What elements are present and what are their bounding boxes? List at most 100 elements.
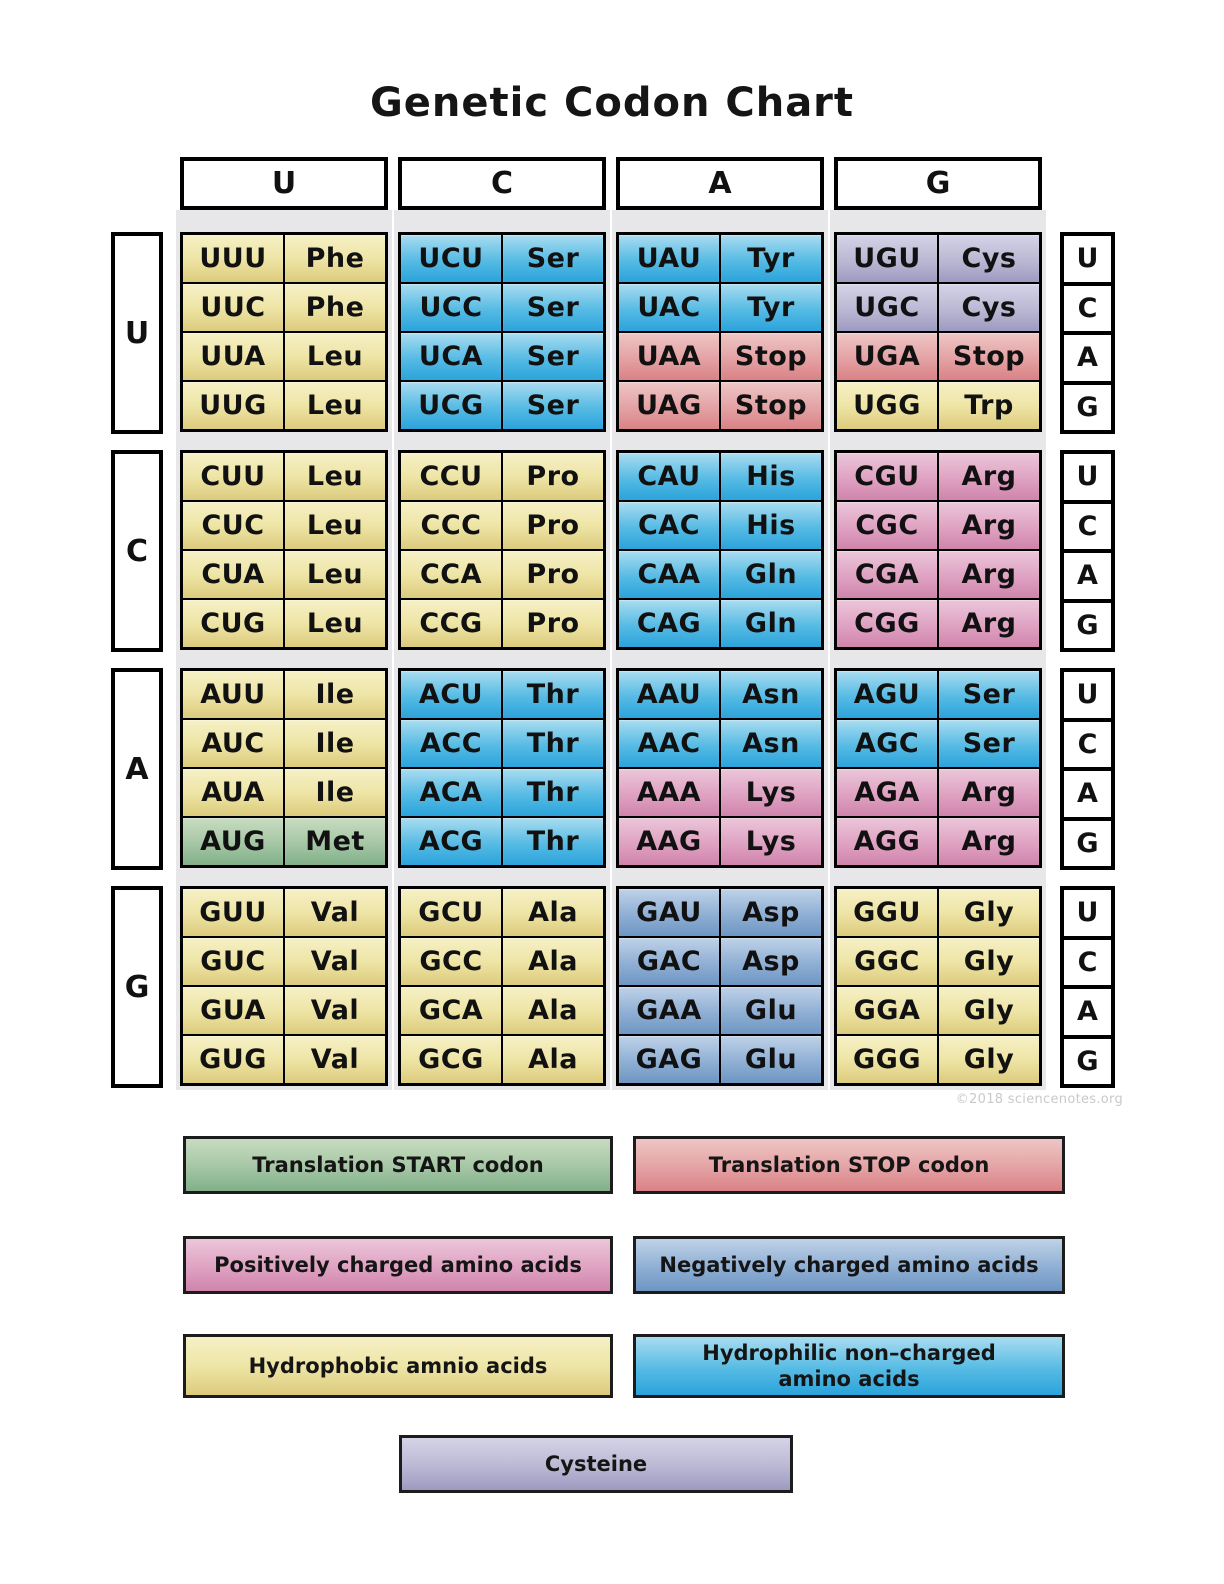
codon-ACC: ACC xyxy=(401,720,501,767)
legend-cysteine: Cysteine xyxy=(399,1435,793,1493)
legend-hydrophobic: Hydrophobic amnio acids xyxy=(183,1334,613,1398)
legend-hydrophilic: Hydrophilic non–charged amino acids xyxy=(633,1334,1065,1398)
codon-GUC: GUC xyxy=(183,938,283,985)
legend-hydrophilic-label: Hydrophilic non–charged amino acids xyxy=(702,1340,996,1391)
third-base-A-A: A xyxy=(1060,767,1115,821)
codon-AUC: AUC xyxy=(183,720,283,767)
amino-acid-AUU: Ile xyxy=(285,671,385,718)
codon-UUA: UUA xyxy=(183,333,283,380)
codon-ACA: ACA xyxy=(401,769,501,816)
amino-acid-CUA: Leu xyxy=(285,551,385,598)
legend-stop-label: Translation STOP codon xyxy=(708,1152,990,1177)
amino-acid-CUG: Leu xyxy=(285,600,385,647)
column-header-A: A xyxy=(616,157,824,210)
codon-UCG: UCG xyxy=(401,382,501,429)
column-strip-G: UGU Cys UGC Cys UGA Stop UGG Trp CGU Arg CGC Arg CGA… xyxy=(830,210,1046,1090)
amino-acid-UCA: Ser xyxy=(503,333,603,380)
third-base-G-U: U xyxy=(1060,886,1115,940)
legend-positive: Positively charged amino acids xyxy=(183,1236,613,1294)
third-base-U-G: G xyxy=(1060,380,1115,434)
amino-acid-GGU: Gly xyxy=(939,889,1039,936)
codon-ACG: ACG xyxy=(401,818,501,865)
legend-negative: Negatively charged amino acids xyxy=(633,1236,1065,1294)
amino-acid-UCG: Ser xyxy=(503,382,603,429)
codon-GCA: GCA xyxy=(401,987,501,1034)
codon-CAU: CAU xyxy=(619,453,719,500)
codon-block-UC: UCU Ser UCC Ser UCA Ser UCG Ser xyxy=(398,232,606,432)
amino-acid-AGG: Arg xyxy=(939,818,1039,865)
row-header-U: U xyxy=(111,232,163,434)
third-base-U-U: U xyxy=(1060,232,1115,286)
codon-UGC: UGC xyxy=(837,284,937,331)
amino-acid-GUG: Val xyxy=(285,1036,385,1083)
amino-acid-AUC: Ile xyxy=(285,720,385,767)
amino-acid-CAA: Gln xyxy=(721,551,821,598)
codon-AGG: AGG xyxy=(837,818,937,865)
third-base-A-C: C xyxy=(1060,717,1115,771)
amino-acid-GCU: Ala xyxy=(503,889,603,936)
amino-acid-CAG: Gln xyxy=(721,600,821,647)
amino-acid-GUA: Val xyxy=(285,987,385,1034)
codon-UCU: UCU xyxy=(401,235,501,282)
codon-block-AC: ACU Thr ACC Thr ACA Thr ACG Thr xyxy=(398,668,606,868)
legend-cysteine-label: Cysteine xyxy=(544,1451,648,1476)
amino-acid-GGA: Gly xyxy=(939,987,1039,1034)
codon-CAA: CAA xyxy=(619,551,719,598)
codon-block-CA: CAU His CAC His CAA Gln CAG Gln xyxy=(616,450,824,650)
codon-CCC: CCC xyxy=(401,502,501,549)
amino-acid-UGG: Trp xyxy=(939,382,1039,429)
amino-acid-CAU: His xyxy=(721,453,821,500)
amino-acid-UCC: Ser xyxy=(503,284,603,331)
third-base-C-U: U xyxy=(1060,450,1115,504)
column-strip-C: UCU Ser UCC Ser UCA Ser UCG Ser CCU Pro CCC Pro CCA P… xyxy=(394,210,610,1090)
codon-CAC: CAC xyxy=(619,502,719,549)
amino-acid-UUU: Phe xyxy=(285,235,385,282)
third-base-C-C: C xyxy=(1060,499,1115,553)
third-base-A-U: U xyxy=(1060,668,1115,722)
codon-UGA: UGA xyxy=(837,333,937,380)
codon-CGU: CGU xyxy=(837,453,937,500)
amino-acid-GGC: Gly xyxy=(939,938,1039,985)
codon-ACU: ACU xyxy=(401,671,501,718)
codon-block-AA: AAU Asn AAC Asn AAA Lys AAG Lys xyxy=(616,668,824,868)
column-U: U UUU Phe UUC Phe UUA Leu UUG Leu CUU Leu CUC Leu CUA… xyxy=(176,157,392,1090)
codon-UGG: UGG xyxy=(837,382,937,429)
amino-acid-AAC: Asn xyxy=(721,720,821,767)
amino-acid-CGG: Arg xyxy=(939,600,1039,647)
codon-block-UU: UUU Phe UUC Phe UUA Leu UUG Leu xyxy=(180,232,388,432)
amino-acid-CGC: Arg xyxy=(939,502,1039,549)
row-header-C: C xyxy=(111,450,163,652)
codon-AGC: AGC xyxy=(837,720,937,767)
codon-GUU: GUU xyxy=(183,889,283,936)
codon-UAA: UAA xyxy=(619,333,719,380)
codon-AUA: AUA xyxy=(183,769,283,816)
codon-GCU: GCU xyxy=(401,889,501,936)
amino-acid-CUU: Leu xyxy=(285,453,385,500)
amino-acid-ACU: Thr xyxy=(503,671,603,718)
legend-hydrophobic-label: Hydrophobic amnio acids xyxy=(248,1353,548,1378)
codon-GGU: GGU xyxy=(837,889,937,936)
amino-acid-AGC: Ser xyxy=(939,720,1039,767)
amino-acid-GUU: Val xyxy=(285,889,385,936)
codon-AGA: AGA xyxy=(837,769,937,816)
amino-acid-ACC: Thr xyxy=(503,720,603,767)
amino-acid-CGA: Arg xyxy=(939,551,1039,598)
amino-acid-CCC: Pro xyxy=(503,502,603,549)
amino-acid-UGC: Cys xyxy=(939,284,1039,331)
amino-acid-AAU: Asn xyxy=(721,671,821,718)
amino-acid-UAA: Stop xyxy=(721,333,821,380)
amino-acid-GAG: Glu xyxy=(721,1036,821,1083)
codon-AAU: AAU xyxy=(619,671,719,718)
amino-acid-CCA: Pro xyxy=(503,551,603,598)
amino-acid-UAU: Tyr xyxy=(721,235,821,282)
column-strip-U: UUU Phe UUC Phe UUA Leu UUG Leu CUU Leu CUC Leu CUA L… xyxy=(176,210,392,1090)
block-columns: U UUU Phe UUC Phe UUA Leu UUG Leu CUU Leu CUC Leu CUA… xyxy=(176,157,1046,1090)
third-base-G-G: G xyxy=(1060,1034,1115,1088)
codon-block-AG: AGU Ser AGC Ser AGA Arg AGG Arg xyxy=(834,668,1042,868)
